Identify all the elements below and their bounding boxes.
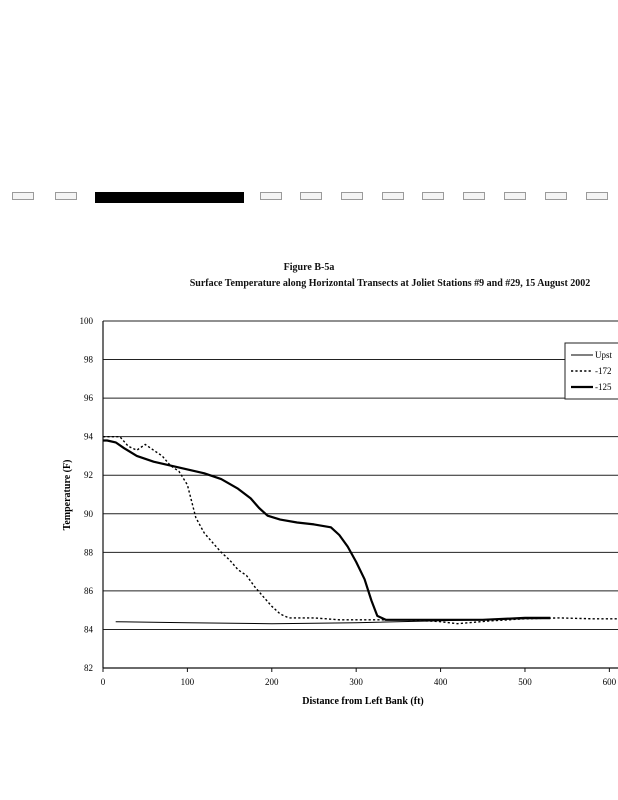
series-lines [103, 436, 618, 625]
y-axis-label: Temperature (F) [62, 460, 73, 531]
y-tick-label: 88 [84, 547, 94, 557]
tab[interactable] [422, 192, 444, 200]
y-tick-label: 92 [84, 470, 93, 480]
tab-active[interactable] [95, 192, 244, 203]
x-tick-label: 0 [101, 677, 106, 687]
temperature-chart: 82 84 86 88 90 92 94 96 98 100 0 100 200 300 400 500 60… [62, 316, 618, 707]
tab[interactable] [463, 192, 485, 200]
x-tick-label: 200 [265, 677, 279, 687]
y-tick-label: 96 [84, 393, 94, 403]
y-tick-label: 90 [84, 509, 94, 519]
tab[interactable] [55, 192, 77, 200]
tab[interactable] [300, 192, 322, 200]
y-tick-label: 86 [84, 586, 94, 596]
x-tick-label: 400 [434, 677, 448, 687]
series-line-2 [103, 436, 618, 625]
tab-strip [0, 186, 618, 210]
tab[interactable] [586, 192, 608, 200]
legend-label: Upst [595, 350, 613, 360]
figure-title: Figure B-5a [283, 262, 335, 273]
tab[interactable] [545, 192, 567, 200]
tab[interactable] [504, 192, 526, 200]
y-tick-label: 84 [84, 624, 94, 634]
legend-box [564, 342, 618, 400]
x-tick-labels: 0 100 200 300 400 500 600 [101, 668, 617, 687]
gridlines [103, 320, 618, 669]
x-tick-label: 300 [349, 677, 363, 687]
tab[interactable] [382, 192, 404, 200]
legend-label: -125 [595, 382, 612, 392]
y-tick-label: 98 [84, 355, 94, 365]
tab[interactable] [341, 192, 363, 200]
tab[interactable] [12, 192, 34, 200]
axes [102, 321, 618, 669]
legend: Upst -172 -125 [564, 342, 618, 400]
x-tick-label: 500 [518, 677, 532, 687]
legend-label: -172 [595, 366, 612, 376]
y-tick-labels: 82 84 86 88 90 92 94 96 98 100 [80, 316, 94, 673]
y-tick-label: 100 [80, 316, 94, 326]
x-tick-label: 600 [603, 677, 617, 687]
x-axis-label: Distance from Left Bank (ft) [302, 696, 423, 707]
tab[interactable] [260, 192, 282, 200]
figure-subtitle: Surface Temperature along Horizontal Tra… [189, 278, 591, 289]
y-tick-label: 94 [84, 432, 94, 442]
x-tick-label: 100 [181, 677, 195, 687]
y-tick-label: 82 [84, 663, 93, 673]
series-line-3 [103, 439, 551, 621]
